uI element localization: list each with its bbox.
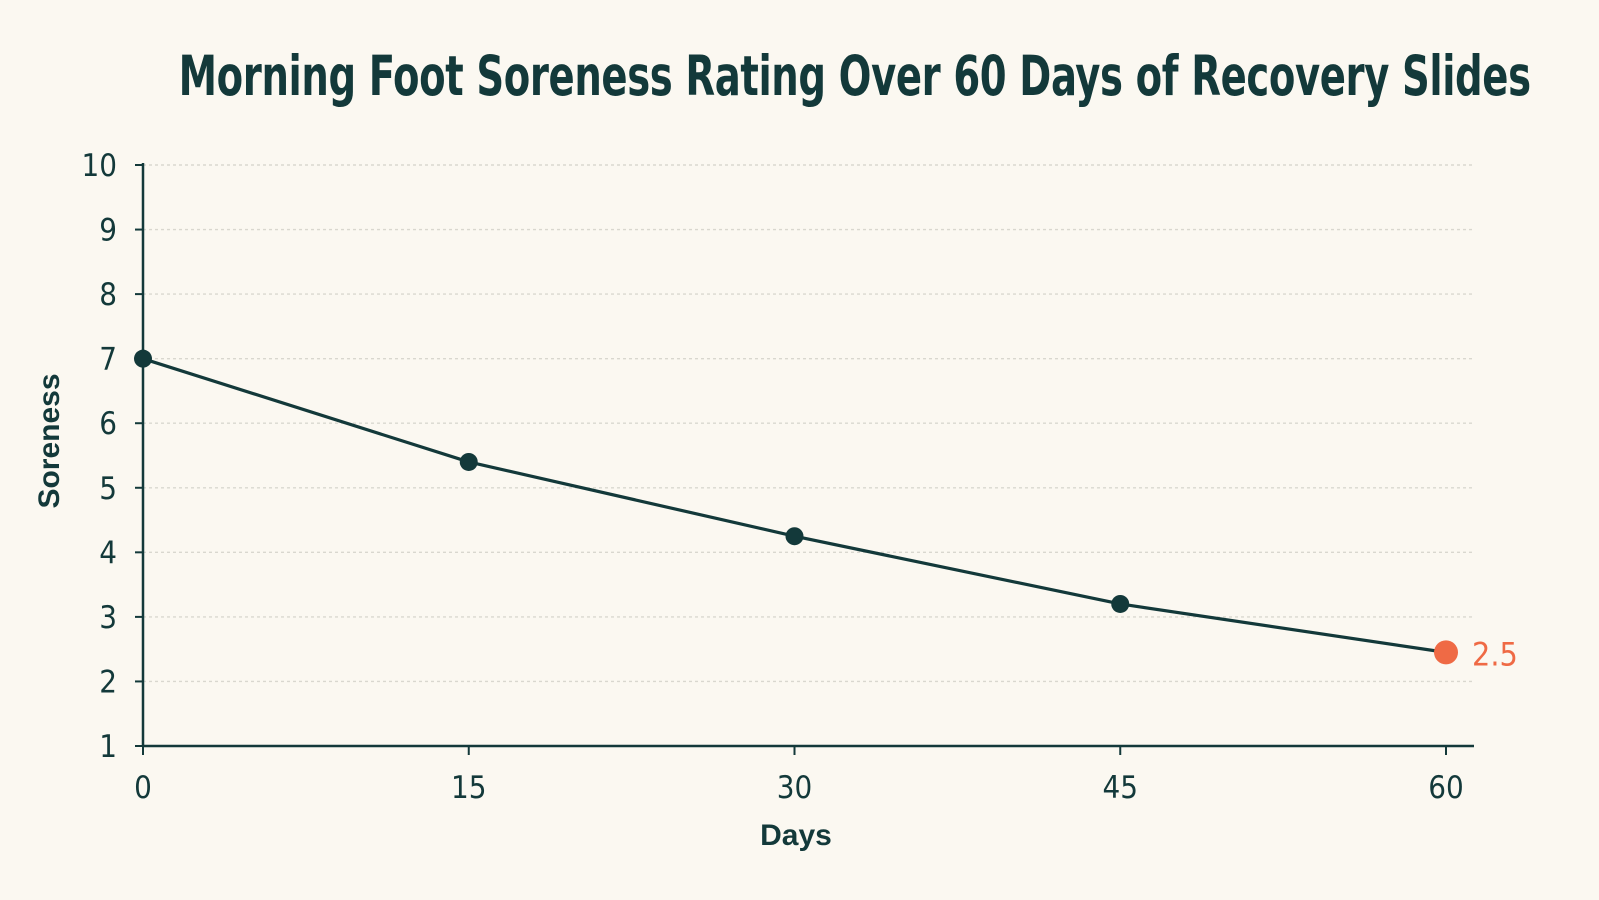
y-tick-label: 10: [82, 148, 117, 184]
data-label: 2.5: [1472, 635, 1518, 673]
annotations: 2.5: [1472, 635, 1518, 673]
series-line: [142, 357, 1447, 654]
data-point: [1111, 594, 1130, 613]
x-tick-label: 45: [1103, 770, 1138, 806]
y-tick-label: 6: [99, 406, 117, 442]
x-tick-label: 0: [134, 770, 152, 806]
y-tick-label: 2: [99, 664, 117, 700]
x-tick-label: 30: [777, 770, 812, 806]
y-axis-title: Soreness: [33, 373, 66, 508]
x-tick-label: 60: [1428, 770, 1463, 806]
y-tick-label: 4: [99, 535, 117, 571]
y-tick-label: 7: [99, 342, 117, 378]
y-tick-label: 3: [99, 600, 117, 636]
y-tick-label: 8: [99, 277, 117, 313]
x-axis-title: Days: [760, 819, 832, 852]
x-tick-label: 15: [451, 770, 486, 806]
axes: [135, 163, 1474, 755]
data-point: [785, 527, 804, 546]
y-tick-label: 9: [99, 213, 117, 249]
y-tick-label: 1: [99, 729, 117, 765]
y-tick-label: 5: [99, 471, 117, 507]
x-tick-labels: 0 15 30 45 60: [134, 770, 1464, 806]
data-point: [459, 452, 478, 471]
y-tick-labels: 1 2 3 4 5 6 7 8 9 10: [82, 148, 117, 765]
highlight-point: [1434, 640, 1458, 665]
series: [134, 349, 1458, 665]
data-point: [134, 349, 152, 368]
chart-title: Morning Foot Soreness Rating Over 60 Day…: [178, 44, 1531, 108]
